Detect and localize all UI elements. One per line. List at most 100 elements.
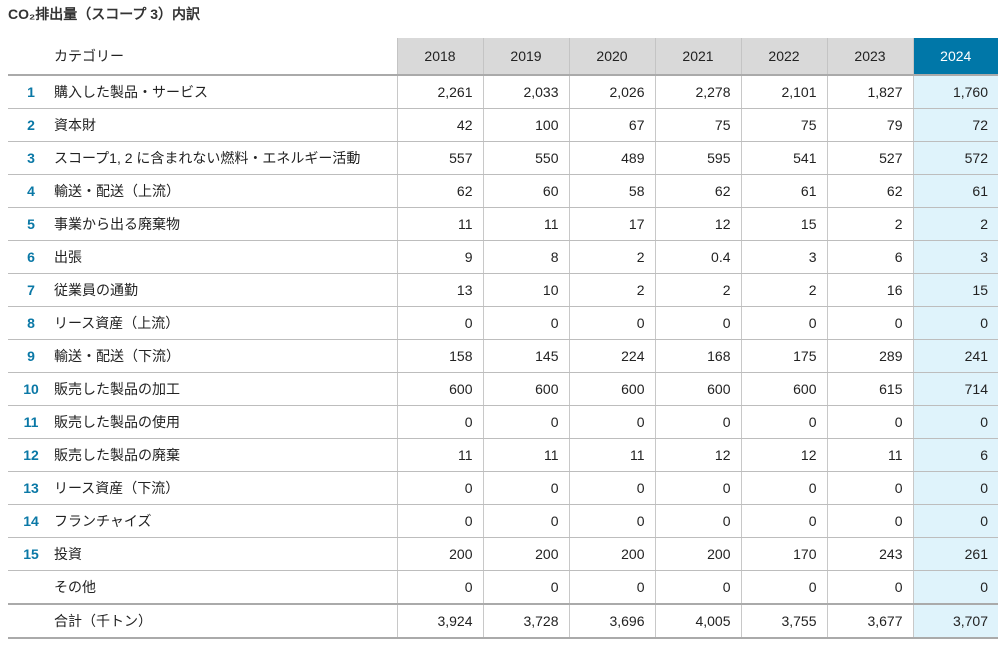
value-cell-2019: 100 bbox=[482, 108, 569, 142]
category-name: リース資産（下流） bbox=[54, 471, 397, 505]
table-row: 6 出張 9 8 2 0.4 3 6 3 bbox=[8, 240, 998, 274]
value-cell-2020: 224 bbox=[568, 339, 655, 373]
category-name: 購入した製品・サービス bbox=[54, 75, 397, 109]
category-name: 資本財 bbox=[54, 108, 397, 142]
value-cell-2020: 0 bbox=[568, 570, 655, 605]
category-name: 投資 bbox=[54, 537, 397, 571]
table-row: 11 販売した製品の使用 0 0 0 0 0 0 0 bbox=[8, 405, 998, 439]
value-cell-2020: 489 bbox=[568, 141, 655, 175]
value-cell-2019: 600 bbox=[482, 372, 569, 406]
category-number: 2 bbox=[8, 108, 54, 142]
value-cell-2023: 1,827 bbox=[826, 75, 913, 109]
value-cell-2021: 0 bbox=[654, 405, 741, 439]
header-year-2022: 2022 bbox=[740, 38, 827, 76]
value-cell-2022: 3,755 bbox=[740, 604, 827, 639]
table-row: 5 事業から出る廃棄物 11 11 17 12 15 2 2 bbox=[8, 207, 998, 241]
category-number: 11 bbox=[8, 405, 54, 439]
value-cell-2022: 0 bbox=[740, 504, 827, 538]
value-cell-2022: 2 bbox=[740, 273, 827, 307]
category-number: 1 bbox=[8, 75, 54, 109]
value-cell-2022: 2,101 bbox=[740, 75, 827, 109]
value-cell-2018: 11 bbox=[396, 207, 483, 241]
value-cell-2022: 75 bbox=[740, 108, 827, 142]
value-cell-2020: 58 bbox=[568, 174, 655, 208]
value-cell-2023: 11 bbox=[826, 438, 913, 472]
table-row: 9 輸送・配送（下流） 158 145 224 168 175 289 241 bbox=[8, 339, 998, 373]
value-cell-2018: 0 bbox=[396, 471, 483, 505]
category-number: 13 bbox=[8, 471, 54, 505]
value-cell-2020: 2 bbox=[568, 273, 655, 307]
value-cell-2018: 600 bbox=[396, 372, 483, 406]
value-cell-2021: 2 bbox=[654, 273, 741, 307]
scope3-table: カテゴリー 2018 2019 2020 2021 2022 2023 2024 1 購入した… bbox=[8, 38, 998, 639]
value-cell-2020: 0 bbox=[568, 504, 655, 538]
table-row: 12 販売した製品の廃棄 11 11 11 12 12 11 6 bbox=[8, 438, 998, 472]
value-cell-2024: 2 bbox=[912, 207, 998, 241]
value-cell-2021: 75 bbox=[654, 108, 741, 142]
total-row: 合計（千トン） 3,924 3,728 3,696 4,005 3,755 3,677 3,7… bbox=[8, 604, 998, 639]
value-cell-2024: 15 bbox=[912, 273, 998, 307]
table-row: 15 投資 200 200 200 200 170 243 261 bbox=[8, 537, 998, 571]
value-cell-2018: 557 bbox=[396, 141, 483, 175]
value-cell-2024: 3 bbox=[912, 240, 998, 274]
category-number bbox=[8, 604, 54, 639]
value-cell-2021: 168 bbox=[654, 339, 741, 373]
value-cell-2022: 0 bbox=[740, 570, 827, 605]
value-cell-2022: 3 bbox=[740, 240, 827, 274]
value-cell-2024: 72 bbox=[912, 108, 998, 142]
value-cell-2018: 3,924 bbox=[396, 604, 483, 639]
header-year-2023: 2023 bbox=[826, 38, 913, 76]
value-cell-2021: 0 bbox=[654, 306, 741, 340]
table-row: 14 フランチャイズ 0 0 0 0 0 0 0 bbox=[8, 504, 998, 538]
value-cell-2020: 0 bbox=[568, 306, 655, 340]
category-name: フランチャイズ bbox=[54, 504, 397, 538]
value-cell-2019: 145 bbox=[482, 339, 569, 373]
category-number: 5 bbox=[8, 207, 54, 241]
value-cell-2018: 9 bbox=[396, 240, 483, 274]
category-name: リース資産（上流） bbox=[54, 306, 397, 340]
value-cell-2022: 12 bbox=[740, 438, 827, 472]
category-number: 12 bbox=[8, 438, 54, 472]
value-cell-2024: 61 bbox=[912, 174, 998, 208]
value-cell-2019: 10 bbox=[482, 273, 569, 307]
value-cell-2019: 0 bbox=[482, 306, 569, 340]
value-cell-2023: 289 bbox=[826, 339, 913, 373]
value-cell-2022: 600 bbox=[740, 372, 827, 406]
header-year-2024: 2024 bbox=[912, 38, 998, 76]
value-cell-2023: 0 bbox=[826, 504, 913, 538]
table-row: 10 販売した製品の加工 600 600 600 600 600 615 714 bbox=[8, 372, 998, 406]
value-cell-2021: 4,005 bbox=[654, 604, 741, 639]
category-name: 事業から出る廃棄物 bbox=[54, 207, 397, 241]
value-cell-2018: 158 bbox=[396, 339, 483, 373]
table-row: 1 購入した製品・サービス 2,261 2,033 2,026 2,278 2,101 1,8… bbox=[8, 75, 998, 109]
category-name: スコープ1, 2 に含まれない燃料・エネルギー活動 bbox=[54, 141, 397, 175]
value-cell-2023: 6 bbox=[826, 240, 913, 274]
value-cell-2022: 61 bbox=[740, 174, 827, 208]
value-cell-2018: 0 bbox=[396, 504, 483, 538]
value-cell-2020: 0 bbox=[568, 405, 655, 439]
value-cell-2024: 6 bbox=[912, 438, 998, 472]
value-cell-2022: 0 bbox=[740, 306, 827, 340]
value-cell-2023: 3,677 bbox=[826, 604, 913, 639]
value-cell-2020: 3,696 bbox=[568, 604, 655, 639]
value-cell-2018: 0 bbox=[396, 405, 483, 439]
value-cell-2023: 2 bbox=[826, 207, 913, 241]
category-name: 合計（千トン） bbox=[54, 604, 397, 639]
category-number bbox=[8, 570, 54, 605]
category-number: 6 bbox=[8, 240, 54, 274]
value-cell-2022: 175 bbox=[740, 339, 827, 373]
value-cell-2023: 62 bbox=[826, 174, 913, 208]
value-cell-2024: 241 bbox=[912, 339, 998, 373]
value-cell-2019: 0 bbox=[482, 405, 569, 439]
value-cell-2022: 0 bbox=[740, 405, 827, 439]
category-name: 販売した製品の加工 bbox=[54, 372, 397, 406]
value-cell-2024: 0 bbox=[912, 306, 998, 340]
value-cell-2020: 600 bbox=[568, 372, 655, 406]
value-cell-2022: 170 bbox=[740, 537, 827, 571]
value-cell-2019: 0 bbox=[482, 504, 569, 538]
table-row: 4 輸送・配送（上流） 62 60 58 62 61 62 61 bbox=[8, 174, 998, 208]
category-number: 4 bbox=[8, 174, 54, 208]
category-number: 7 bbox=[8, 273, 54, 307]
value-cell-2021: 12 bbox=[654, 207, 741, 241]
value-cell-2019: 2,033 bbox=[482, 75, 569, 109]
